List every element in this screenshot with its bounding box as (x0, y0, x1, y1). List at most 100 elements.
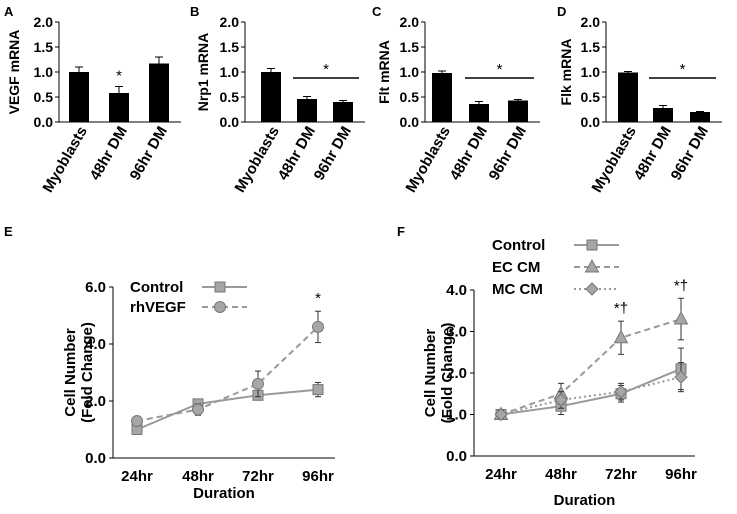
legend-marker (214, 301, 226, 313)
y-tick-label: 2.0 (446, 365, 467, 382)
bar-3 (333, 102, 353, 122)
legend-marker (584, 258, 600, 273)
y-tick-label: 1.0 (400, 64, 420, 80)
x-axis-label: Duration (193, 485, 255, 502)
panel-label: D (557, 4, 566, 19)
y-axis-label: VEGF mRNA (6, 30, 22, 115)
series-mc-cm (494, 362, 688, 422)
bar-3 (690, 112, 710, 122)
y-tick-label: 6.0 (85, 279, 106, 296)
y-tick-label: 0.0 (34, 114, 54, 130)
panel-label: E (4, 224, 13, 239)
data-point (613, 329, 629, 344)
y-tick-label: 0.5 (400, 89, 420, 105)
y-tick-label: 1.0 (220, 64, 240, 80)
y-tick-label: 1.5 (220, 39, 240, 55)
x-tick-label: 48hr (545, 466, 577, 483)
y-axis-label: Cell Number (422, 329, 439, 418)
y-axis-label: (Fold Change) (439, 323, 456, 424)
x-tick-label: 48hr DM (87, 124, 131, 184)
y-tick-label: 0.0 (446, 448, 467, 465)
x-tick-label: Myoblasts (232, 124, 283, 196)
legend-label: EC CM (492, 259, 540, 276)
legend-label: MC CM (492, 281, 543, 298)
y-tick-label: 2.0 (581, 14, 601, 30)
bar-2 (109, 93, 129, 122)
legend-label: Control (492, 237, 545, 254)
y-tick-label: 0.5 (34, 89, 54, 105)
series-rhvegf (131, 310, 324, 427)
bar-2 (653, 108, 673, 122)
legend-label: rhVEGF (130, 299, 186, 316)
bar-3 (508, 100, 528, 122)
x-tick-label: 48hr (182, 468, 214, 485)
x-tick-label: 96hr (302, 468, 334, 485)
y-tick-label: 4.0 (85, 336, 106, 353)
y-tick-label: 0.5 (220, 89, 240, 105)
data-point (192, 403, 204, 416)
bar-2 (469, 104, 489, 122)
x-tick-label: 72hr (242, 468, 274, 485)
x-tick-label: 72hr (605, 466, 637, 483)
x-axis-label: Duration (554, 492, 616, 509)
y-tick-label: 3.0 (446, 324, 467, 341)
bar-1 (618, 72, 638, 122)
series-control (495, 347, 687, 420)
x-tick-label: Myoblasts (403, 124, 454, 196)
y-tick-label: 1.0 (446, 407, 467, 424)
x-tick-label: 96hr DM (127, 124, 171, 184)
y-axis-label: Flk mRNA (558, 39, 574, 106)
y-tick-label: 0.0 (85, 450, 106, 467)
x-tick-label: 96hr DM (486, 124, 530, 184)
y-tick-label: 2.0 (34, 14, 54, 30)
x-tick-label: Myoblasts (589, 124, 640, 196)
series-control (131, 381, 324, 435)
data-point (673, 311, 689, 325)
data-point (131, 414, 143, 427)
data-point (494, 407, 508, 422)
legend-marker (586, 239, 598, 251)
y-tick-label: 2.0 (400, 14, 420, 30)
significance-marker: * (680, 61, 686, 78)
data-point (554, 393, 568, 407)
legend-marker (214, 281, 226, 293)
y-tick-label: 1.0 (34, 64, 54, 80)
series-line (500, 367, 682, 416)
panel-e: E Cell Number (Fold Change) 0.0 2.0 4.0 6.0 24h… (4, 224, 335, 502)
x-tick-label: 96hr (665, 466, 697, 483)
y-tick-label: 1.5 (34, 39, 54, 55)
significance-marker: *† (614, 300, 628, 317)
bar-2 (297, 99, 317, 122)
legend-label: Control (130, 279, 183, 296)
significance-marker: * (315, 290, 321, 307)
data-point (312, 384, 324, 396)
x-tick-label: Myoblasts (40, 124, 91, 196)
y-tick-label: 0.0 (581, 114, 601, 130)
significance-marker: * (323, 61, 329, 78)
y-tick-label: 2.0 (85, 393, 106, 410)
series-ec-cm (493, 297, 689, 420)
x-tick-label: 24hr (121, 468, 153, 485)
series-line (136, 388, 319, 431)
y-tick-label: 0.5 (581, 89, 601, 105)
panel-f: F Cell Number (Fold Change) 0.0 1.0 2.0 3.0 4.0… (397, 224, 697, 509)
series-line (500, 318, 682, 416)
bar-1 (69, 72, 89, 122)
x-tick-label: 24hr (485, 466, 517, 483)
bar-1 (432, 73, 452, 122)
data-point (312, 320, 324, 333)
y-tick-label: 1.5 (400, 39, 420, 55)
y-axis-label: Flt mRNA (376, 40, 392, 104)
data-point (674, 370, 688, 384)
y-axis-label: Nrp1 mRNA (195, 33, 211, 112)
panel-label: A (4, 4, 14, 19)
panel-label: F (397, 224, 405, 239)
bar-3 (149, 63, 169, 122)
significance-marker: * (116, 68, 122, 85)
y-tick-label: 0.0 (220, 114, 240, 130)
y-tick-label: 1.0 (581, 64, 601, 80)
